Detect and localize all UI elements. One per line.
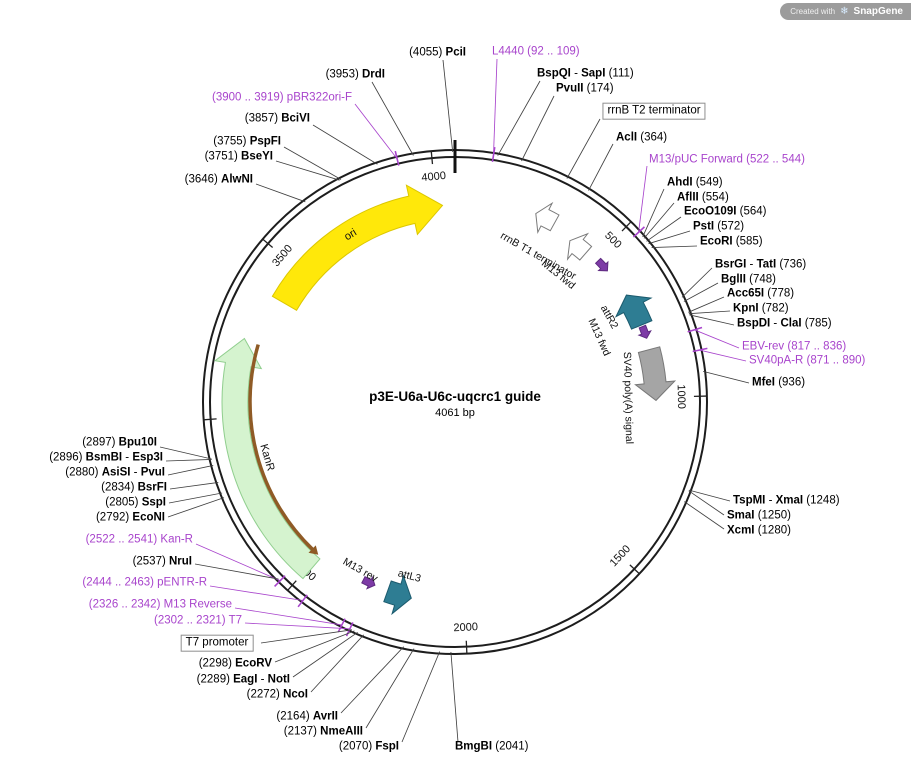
leader-line xyxy=(365,648,415,729)
feature-label-sv40-polya-signal: SV40 poly(A) signal xyxy=(621,352,635,444)
tick-mark xyxy=(287,580,297,591)
plasmid-name: p3E-U6a-U6c-uqcrc1 guide xyxy=(369,389,541,404)
leader-line xyxy=(274,630,355,663)
plasmid-size: 4061 bp xyxy=(435,407,475,419)
watermark-brand: SnapGene xyxy=(853,6,903,17)
leader-line xyxy=(354,103,398,160)
feature-label-attL3: attL3 xyxy=(397,567,423,585)
leader-line xyxy=(450,651,459,743)
primer-site-tick xyxy=(491,146,496,163)
tick-mark xyxy=(629,564,640,575)
leader-line xyxy=(688,489,731,502)
primer-site-tick xyxy=(297,594,308,608)
primer-site-tick xyxy=(274,575,286,587)
feature-attL3 xyxy=(383,574,412,616)
leader-line xyxy=(260,629,353,644)
primer-site-tick xyxy=(632,226,645,238)
leader-line xyxy=(165,458,212,462)
feature-kanr xyxy=(213,337,321,580)
primer-site-tick xyxy=(337,618,346,633)
leader-line xyxy=(684,501,725,530)
leader-line xyxy=(643,202,675,239)
tick-label: 1500 xyxy=(608,543,633,569)
leader-line xyxy=(275,160,340,181)
leader-line xyxy=(312,124,378,165)
watermark-text: Created with xyxy=(790,7,836,16)
tick-mark xyxy=(203,418,217,421)
feature-m13-fwd-2 xyxy=(637,324,652,339)
leader-line xyxy=(651,245,698,249)
tick-label: 500 xyxy=(602,230,624,251)
leader-line xyxy=(566,118,601,179)
leader-line xyxy=(702,370,750,384)
tick-label: 1000 xyxy=(675,384,688,409)
feature-attR2 xyxy=(614,294,653,330)
leader-line xyxy=(255,183,306,203)
leader-line xyxy=(694,329,740,349)
leader-line xyxy=(292,631,358,678)
leader-line xyxy=(493,58,498,156)
leader-line xyxy=(169,481,219,490)
leader-line xyxy=(638,165,648,233)
leader-line xyxy=(521,95,555,162)
leader-line xyxy=(371,81,414,156)
leader-line xyxy=(401,651,441,743)
leader-line xyxy=(168,492,223,504)
feature-m13-fwd-1 xyxy=(594,257,609,272)
feature-sv40-polya-signal xyxy=(634,346,677,402)
leader-line xyxy=(699,349,747,362)
leader-line xyxy=(283,146,342,180)
leader-line xyxy=(194,563,279,580)
tick-mark xyxy=(621,221,632,232)
leader-line xyxy=(310,634,365,693)
feature-m13-rev xyxy=(361,575,376,590)
leader-line xyxy=(642,188,665,238)
leader-line xyxy=(646,216,682,242)
tick-label: 3500 xyxy=(270,243,295,269)
primer-site-tick xyxy=(394,150,400,166)
primer-site-tick xyxy=(692,347,708,353)
snapgene-watermark: Created with ❄ SnapGene xyxy=(780,3,911,20)
feature-rrnb-t2-terminator xyxy=(535,201,560,235)
tick-mark xyxy=(430,151,434,165)
leader-line xyxy=(234,607,342,626)
leader-line xyxy=(159,446,212,460)
feature-label-m13-rev: M13 rev xyxy=(341,556,381,585)
leader-line xyxy=(688,296,725,313)
leader-line xyxy=(688,310,731,315)
feature-label-ori: ori xyxy=(342,227,359,244)
tick-mark xyxy=(465,640,468,654)
tick-mark xyxy=(262,238,274,249)
leader-line xyxy=(683,282,719,302)
leader-line xyxy=(167,464,214,476)
leader-line xyxy=(209,585,304,601)
leader-line xyxy=(244,622,350,630)
feature-ori xyxy=(271,184,444,311)
snapgene-logo-icon: ❄ xyxy=(840,6,849,17)
leader-line xyxy=(588,143,614,191)
leader-line xyxy=(689,314,735,326)
leader-line xyxy=(442,59,454,153)
leader-line xyxy=(195,543,281,582)
primer-site-tick xyxy=(687,326,703,333)
leader-line xyxy=(688,490,725,516)
tick-label: 4000 xyxy=(421,170,447,184)
feature-rrnb-t1-terminator xyxy=(566,232,593,261)
plasmid-title: p3E-U6a-U6c-uqcrc1 guide 4061 bp xyxy=(369,389,541,419)
leader-line xyxy=(497,80,541,156)
leader-line xyxy=(340,646,405,714)
leader-line xyxy=(167,497,225,518)
leader-line xyxy=(648,230,691,245)
feature-kanr-inner-arc xyxy=(248,344,319,555)
tick-label: 2000 xyxy=(453,621,478,634)
leader-line xyxy=(681,267,713,298)
